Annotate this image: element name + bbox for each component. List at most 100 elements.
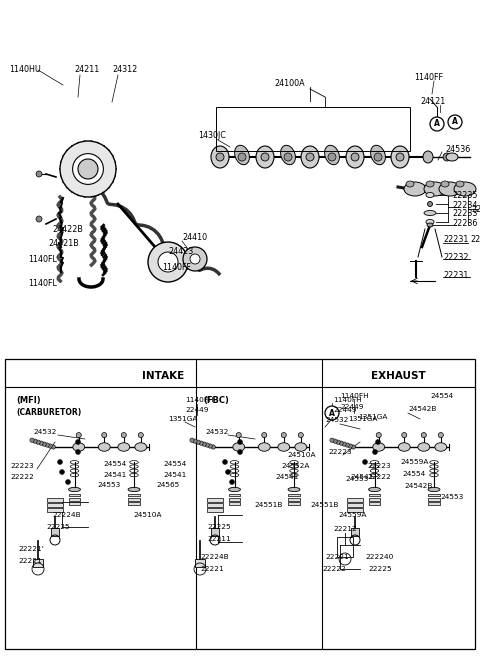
Bar (351, 528, 359, 536)
Circle shape (211, 445, 216, 449)
Ellipse shape (73, 443, 84, 451)
Bar (369, 494, 381, 496)
Circle shape (138, 432, 144, 438)
Bar (207, 503, 223, 507)
Text: 24559A: 24559A (338, 512, 366, 518)
Text: 1351GA: 1351GA (358, 414, 387, 420)
Circle shape (58, 459, 62, 464)
Circle shape (351, 445, 355, 449)
Bar (288, 494, 300, 496)
Text: 22222: 22222 (10, 474, 34, 480)
Circle shape (60, 141, 116, 197)
Circle shape (196, 440, 200, 444)
Circle shape (421, 432, 426, 438)
Text: 24422B: 24422B (52, 225, 83, 233)
Text: 22223: 22223 (367, 463, 391, 469)
Ellipse shape (426, 181, 434, 187)
Text: 1140FH: 1140FH (340, 393, 369, 399)
Text: 24542B: 24542B (404, 483, 432, 489)
Bar (207, 508, 223, 512)
Text: 24541: 24541 (103, 472, 126, 478)
Text: 1140FH: 1140FH (333, 397, 361, 403)
Text: 24532: 24532 (33, 429, 56, 435)
Circle shape (339, 441, 343, 445)
Circle shape (75, 440, 81, 445)
Ellipse shape (278, 443, 290, 451)
Ellipse shape (301, 146, 319, 168)
Circle shape (199, 441, 203, 445)
Text: A: A (329, 409, 335, 417)
Circle shape (372, 449, 377, 455)
Circle shape (333, 439, 337, 443)
Circle shape (345, 443, 349, 447)
Bar (195, 559, 205, 567)
Text: 22221: 22221 (325, 554, 349, 560)
Circle shape (238, 440, 242, 445)
Ellipse shape (404, 182, 426, 196)
Text: 24554: 24554 (163, 461, 186, 467)
Text: 24423: 24423 (168, 246, 193, 256)
Text: 1140HU: 1140HU (9, 66, 41, 74)
Text: 24542B: 24542B (408, 406, 436, 412)
Bar (347, 498, 363, 502)
Text: 22223: 22223 (10, 463, 34, 469)
Text: 22211: 22211 (207, 536, 231, 542)
Ellipse shape (424, 182, 446, 196)
Circle shape (36, 440, 40, 444)
Circle shape (158, 252, 178, 272)
Circle shape (76, 432, 81, 438)
Bar (5, 359, 475, 649)
Ellipse shape (428, 487, 440, 491)
Bar (369, 502, 381, 505)
Text: 24553: 24553 (440, 494, 463, 500)
Ellipse shape (374, 153, 382, 161)
Ellipse shape (398, 443, 410, 451)
Text: 1140FF: 1140FF (162, 263, 191, 271)
Text: 24211: 24211 (74, 66, 99, 74)
Ellipse shape (306, 153, 314, 161)
Text: A: A (434, 120, 440, 129)
Text: 24410: 24410 (182, 233, 207, 242)
Text: A: A (452, 118, 458, 127)
Circle shape (443, 153, 451, 161)
Text: (MFI): (MFI) (16, 396, 41, 405)
Ellipse shape (256, 146, 274, 168)
Text: 24554: 24554 (402, 471, 425, 477)
Text: 24532: 24532 (325, 417, 348, 423)
Circle shape (402, 432, 407, 438)
Circle shape (193, 439, 197, 443)
Bar (288, 498, 300, 501)
Circle shape (42, 442, 46, 446)
Text: 1140FH: 1140FH (185, 397, 214, 403)
Text: 22222: 22222 (322, 566, 346, 572)
Text: 24552A: 24552A (281, 463, 310, 469)
Text: 24421B: 24421B (48, 238, 79, 248)
Circle shape (48, 444, 52, 448)
Text: 22449: 22449 (333, 407, 357, 413)
Ellipse shape (406, 181, 414, 187)
Text: 24541: 24541 (275, 474, 299, 480)
Ellipse shape (346, 146, 364, 168)
Circle shape (148, 242, 188, 282)
Circle shape (78, 159, 98, 179)
Bar (47, 503, 63, 507)
Text: 22230: 22230 (470, 235, 480, 244)
Text: 24536: 24536 (445, 145, 470, 154)
Text: 1140FF: 1140FF (414, 72, 443, 81)
Circle shape (33, 439, 37, 443)
Bar (69, 502, 81, 505)
Ellipse shape (98, 443, 110, 451)
Circle shape (229, 480, 235, 484)
Text: 22230: 22230 (471, 204, 480, 214)
Ellipse shape (295, 443, 307, 451)
Text: 22236: 22236 (452, 219, 478, 229)
Ellipse shape (135, 443, 147, 451)
Ellipse shape (324, 145, 339, 165)
Bar (228, 502, 240, 505)
Text: 1140FL: 1140FL (28, 254, 57, 263)
Circle shape (325, 406, 339, 420)
Text: 24554: 24554 (103, 461, 126, 467)
Circle shape (448, 115, 462, 129)
Bar (428, 502, 440, 505)
Circle shape (348, 444, 352, 448)
